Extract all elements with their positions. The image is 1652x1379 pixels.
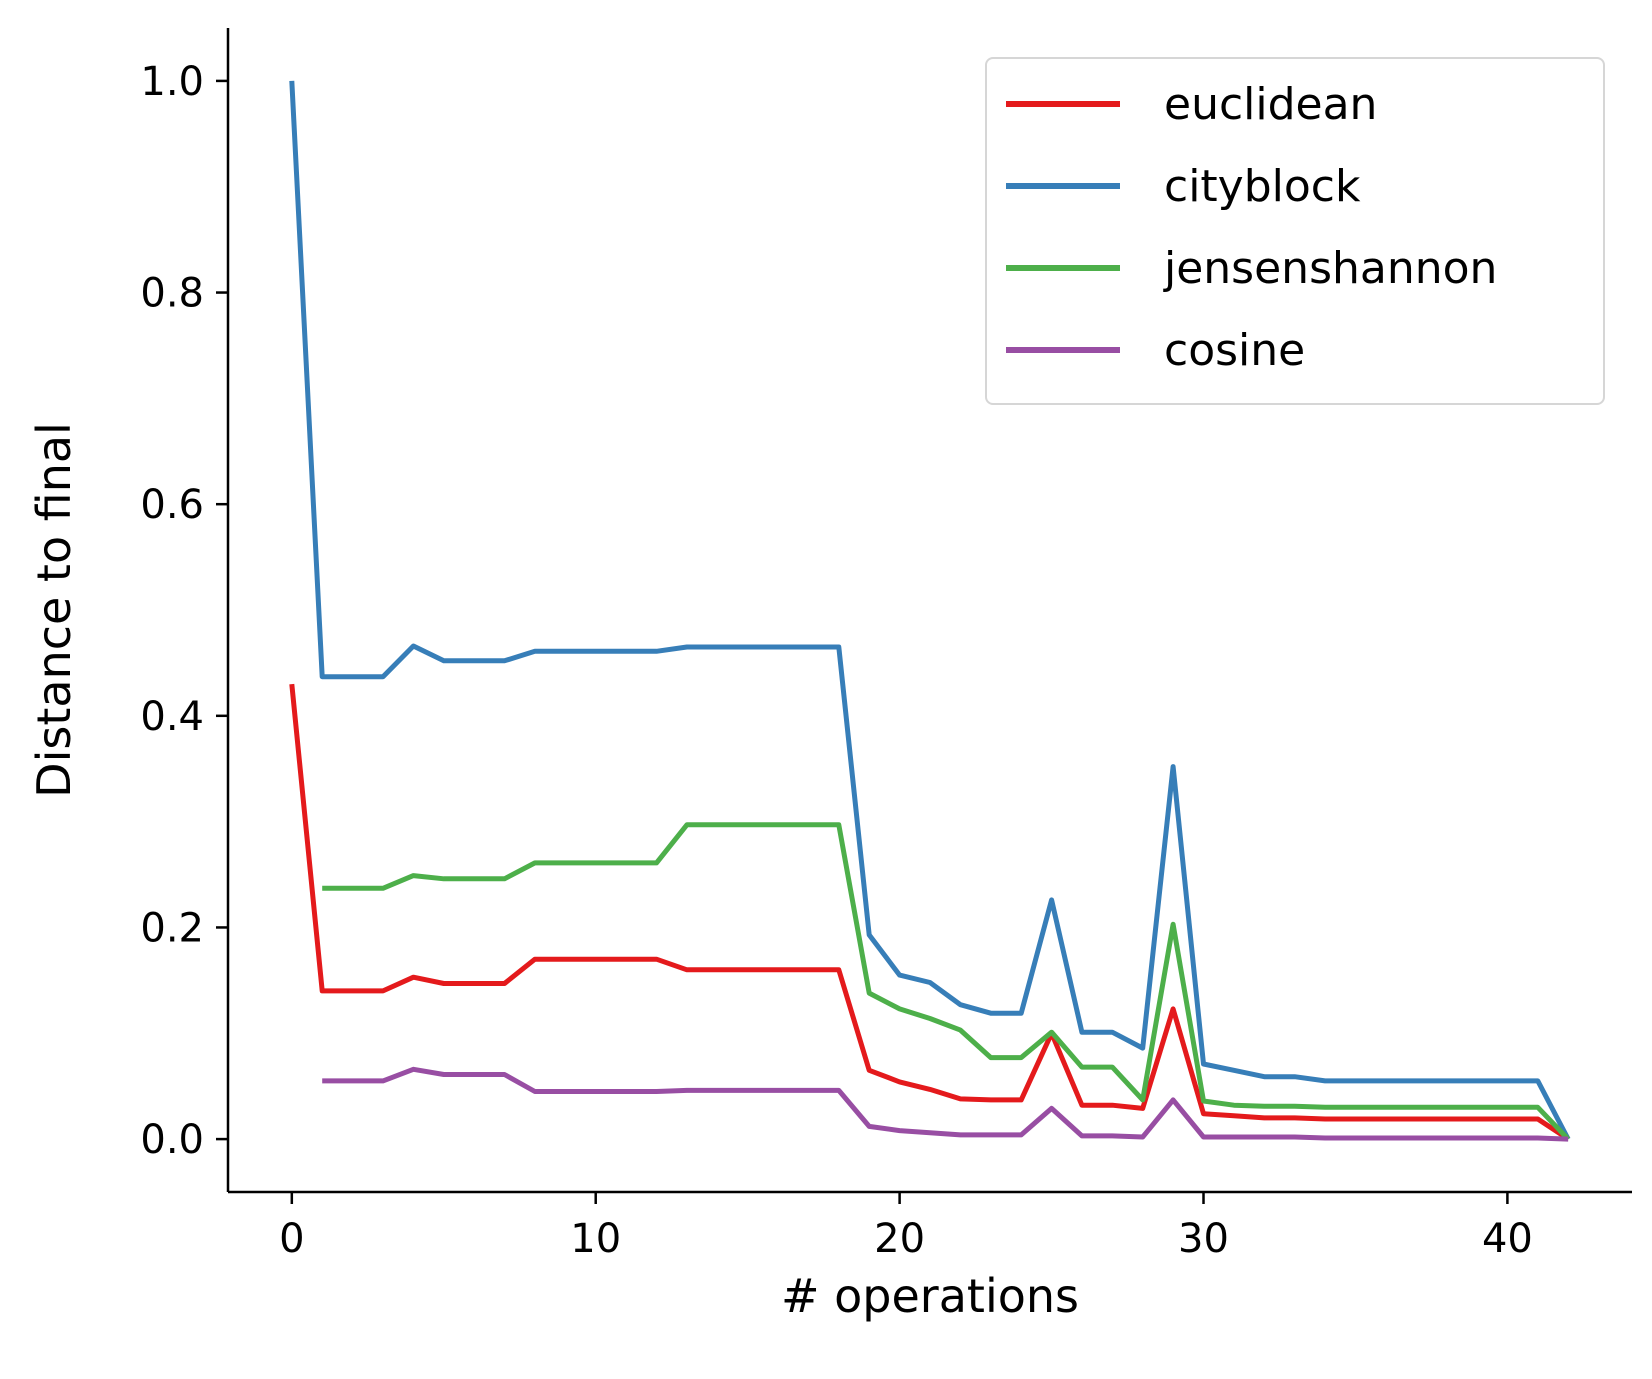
legend-label-jensenshannon: jensenshannon — [1163, 243, 1497, 294]
legend-label-cosine: cosine — [1164, 325, 1305, 376]
plot-area — [289, 80, 1571, 1142]
legend-label-cityblock: cityblock — [1164, 161, 1361, 212]
x-tick-label: 30 — [1178, 1216, 1229, 1262]
x-axis-label: # operations — [781, 1269, 1079, 1323]
series-layer — [289, 80, 1571, 1142]
x-tick-label: 10 — [570, 1216, 621, 1262]
x-axis-ticks: 0 10 20 30 40 — [279, 1192, 1533, 1262]
y-tick-label: 0.6 — [140, 482, 204, 528]
series-line-jensenshannon — [322, 822, 1571, 1141]
y-axis-label: Distance to final — [27, 422, 81, 798]
legend: euclidean cityblock jensenshannon cosine — [985, 57, 1605, 405]
x-tick-label: 0 — [279, 1216, 304, 1262]
series-line-euclidean — [289, 683, 1570, 1142]
y-axis-ticks: 0.0 0.2 0.4 0.6 0.8 1.0 — [140, 59, 228, 1163]
x-tick-label: 40 — [1482, 1216, 1533, 1262]
legend-items: euclidean cityblock jensenshannon cosine — [1006, 79, 1497, 376]
legend-frame — [985, 57, 1605, 405]
legend-label-euclidean: euclidean — [1164, 79, 1377, 130]
x-tick-label: 20 — [874, 1216, 925, 1262]
y-tick-label: 0.8 — [140, 271, 204, 317]
y-tick-label: 1.0 — [140, 59, 204, 105]
series-line-cosine — [322, 1066, 1569, 1142]
series-line-cityblock — [289, 80, 1571, 1141]
y-tick-label: 0.0 — [140, 1117, 204, 1163]
y-tick-label: 0.4 — [140, 694, 204, 740]
y-tick-label: 0.2 — [140, 905, 204, 951]
